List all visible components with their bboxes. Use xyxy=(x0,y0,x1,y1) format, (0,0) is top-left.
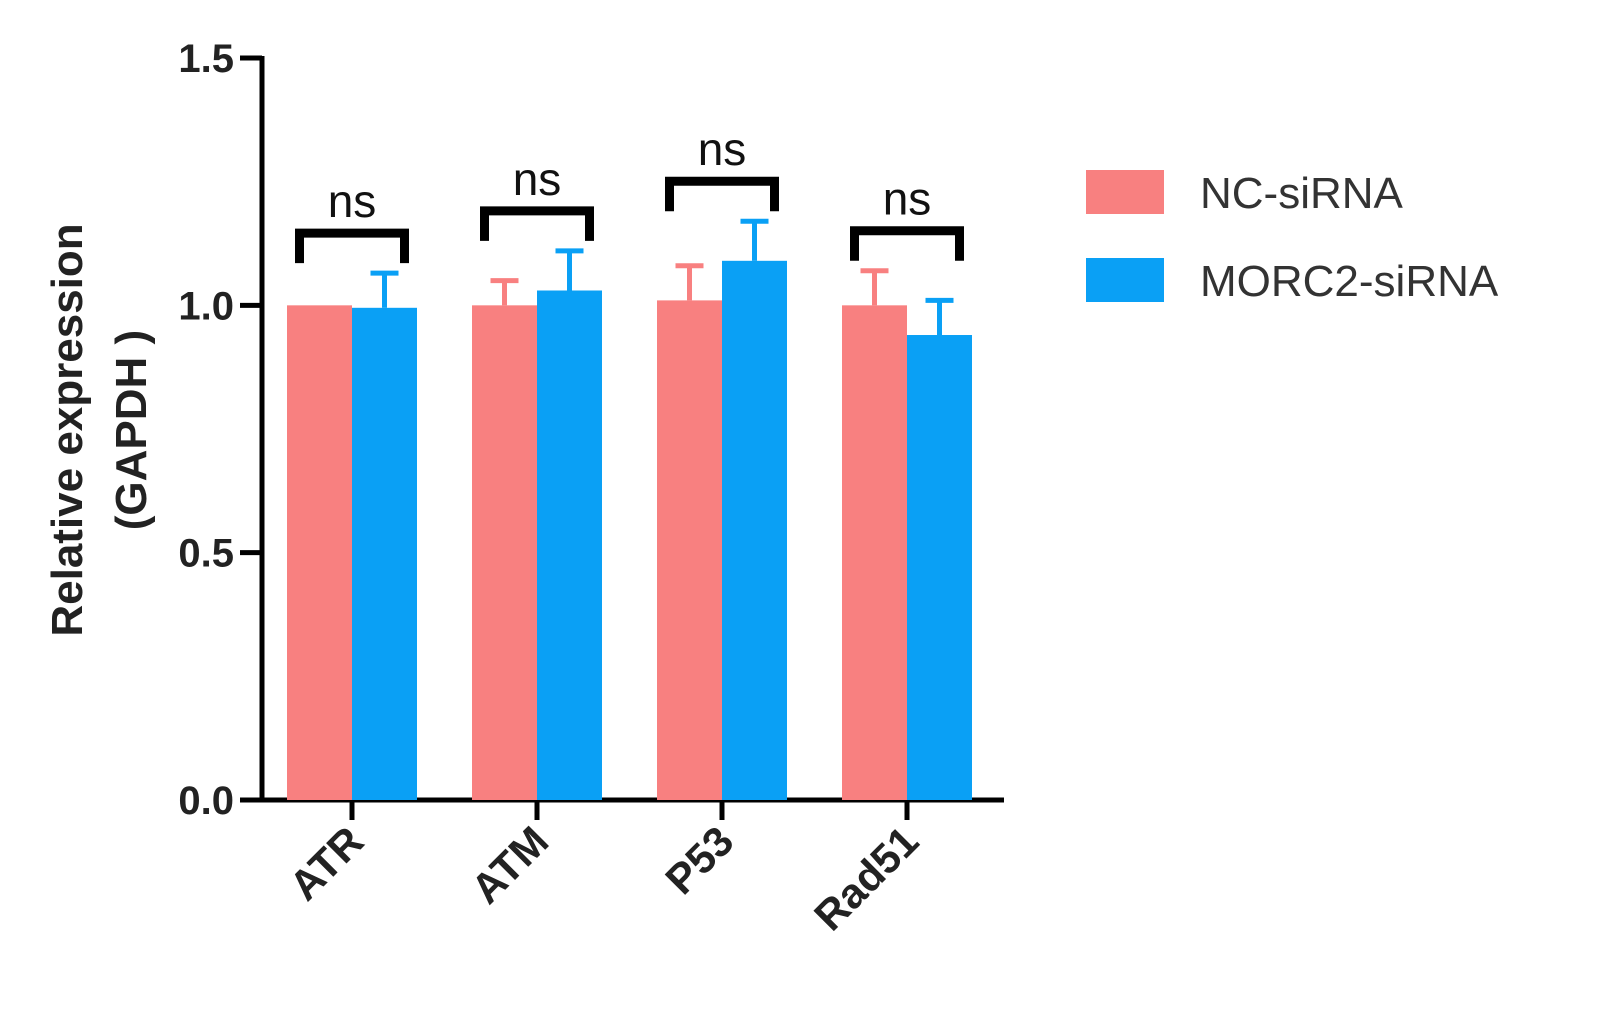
bar xyxy=(537,290,602,800)
significance-bracket xyxy=(480,206,594,241)
bar xyxy=(722,260,787,800)
y-tick-label: 0.0 xyxy=(178,779,234,823)
legend-swatch xyxy=(1086,170,1164,214)
significance-bracket xyxy=(295,228,409,264)
y-axis-title-line-2: (GAPDH ) xyxy=(107,330,156,530)
significance-label: ns xyxy=(513,153,562,205)
legend: NC-siRNA MORC2-siRNA xyxy=(1086,169,1499,306)
significance-label: ns xyxy=(883,173,932,225)
significance-bracket xyxy=(665,176,779,212)
legend-swatch xyxy=(1086,258,1164,302)
bars xyxy=(287,260,972,800)
bar xyxy=(657,300,722,800)
x-tick-label: P53 xyxy=(656,817,742,903)
bar xyxy=(287,305,352,800)
significance-label: ns xyxy=(328,175,377,227)
error-bars xyxy=(370,218,954,336)
x-tick-label: ATM xyxy=(462,817,557,912)
legend-label: NC-siRNA xyxy=(1200,169,1404,218)
x-axis: ATR ATM P53 Rad51 xyxy=(260,797,1004,940)
bar xyxy=(907,335,972,800)
bar xyxy=(352,307,417,800)
y-axis-title-line-1: Relative expression xyxy=(43,223,92,636)
x-tick-label: ATR xyxy=(280,817,372,909)
y-tick-label: 1.5 xyxy=(178,37,234,81)
legend-label: MORC2-siRNA xyxy=(1200,257,1499,306)
y-axis-title: Relative expression (GAPDH ) xyxy=(43,223,156,636)
y-axis: 0.0 0.5 1.0 1.5 xyxy=(178,37,265,823)
bar xyxy=(842,305,907,800)
significance-bracket xyxy=(850,226,964,261)
bar xyxy=(472,305,537,800)
y-tick-label: 0.5 xyxy=(178,532,234,576)
significance-brackets: ns ns ns ns xyxy=(295,123,964,264)
significance-label: ns xyxy=(698,123,747,175)
x-tick-label: Rad51 xyxy=(805,817,927,939)
y-tick-label: 1.0 xyxy=(178,284,234,328)
